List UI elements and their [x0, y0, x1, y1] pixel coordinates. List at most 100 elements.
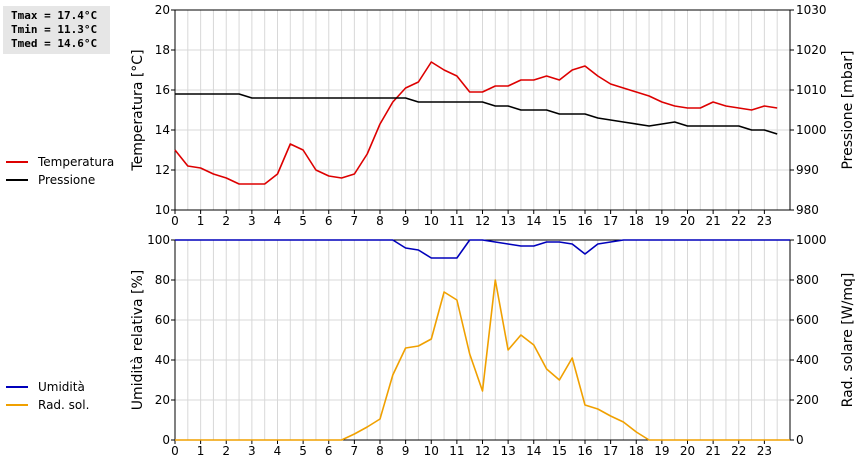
x-tick-label: 14 — [526, 214, 541, 228]
y-tick-label-left: 100 — [147, 233, 170, 247]
legend-label: Pressione — [38, 173, 96, 187]
x-tick-label: 20 — [680, 214, 695, 228]
y-tick-label-left: 12 — [155, 163, 170, 177]
y-tick-label-left: 80 — [155, 273, 170, 287]
y-tick-label-left: 16 — [155, 83, 170, 97]
y-tick-label-left: 18 — [155, 43, 170, 57]
legend-swatch — [6, 179, 28, 181]
legend-swatch — [6, 161, 28, 163]
legend-top: Temperatura Pressione — [6, 153, 114, 189]
y-tick-label-right: 990 — [796, 163, 819, 177]
y-tick-label-right: 200 — [796, 393, 819, 407]
chart-panel-1: 0 1 2 3 4 5 6 7 8 9 10 11 12 13 14 15 16 17 18 19 20 21 22 2302… — [130, 233, 856, 458]
legend-swatch — [6, 404, 28, 406]
x-tick-label: 5 — [299, 444, 307, 458]
x-tick-label: 0 — [171, 214, 179, 228]
x-tick-label: 22 — [731, 214, 746, 228]
y-tick-label-right: 800 — [796, 273, 819, 287]
x-tick-label: 7 — [351, 214, 359, 228]
y-axis-label-left: Umidità relativa [%] — [130, 270, 146, 411]
legend-label: Temperatura — [38, 155, 115, 169]
y-axis-label-right: Rad. solare [W/mq] — [840, 273, 856, 408]
x-tick-label: 11 — [449, 214, 464, 228]
x-tick-label: 16 — [577, 214, 592, 228]
x-tick-label: 1 — [197, 444, 205, 458]
x-tick-label: 23 — [757, 214, 772, 228]
x-tick-label: 20 — [680, 444, 695, 458]
x-tick-label: 4 — [274, 444, 282, 458]
legend-item-rad-sol: Rad. sol. — [6, 396, 89, 414]
legend-bottom: Umidità Rad. sol. — [6, 378, 89, 414]
y-tick-label-right: 0 — [796, 433, 804, 447]
legend-item-temperatura: Temperatura — [6, 153, 114, 171]
y-tick-label-left: 0 — [162, 433, 170, 447]
y-tick-label-left: 20 — [155, 393, 170, 407]
x-tick-label: 9 — [402, 214, 410, 228]
x-tick-label: 19 — [654, 444, 669, 458]
x-tick-label: 10 — [424, 444, 439, 458]
x-tick-label: 2 — [222, 214, 230, 228]
legend-label: Rad. sol. — [38, 398, 90, 412]
series-line-rad-sol — [175, 279, 790, 441]
legend-item-umidita: Umidità — [6, 378, 89, 396]
x-tick-label: 22 — [731, 444, 746, 458]
x-tick-label: 17 — [603, 444, 618, 458]
x-tick-label: 11 — [449, 444, 464, 458]
series-line-umidit — [175, 239, 790, 259]
y-tick-label-right: 600 — [796, 313, 819, 327]
y-tick-label-right: 400 — [796, 353, 819, 367]
chart-panel-0: 0 1 2 3 4 5 6 7 8 9 10 11 12 13 14 15 16 17 18 19 20 21 22 2310… — [130, 3, 856, 228]
y-tick-label-left: 20 — [155, 3, 170, 17]
y-tick-label-left: 14 — [155, 123, 170, 137]
x-tick-label: 16 — [577, 444, 592, 458]
x-tick-label: 15 — [552, 444, 567, 458]
y-tick-label-left: 40 — [155, 353, 170, 367]
tmax-text: Tmax = 17.4°C — [11, 9, 98, 22]
x-tick-label: 3 — [248, 444, 256, 458]
x-tick-label: 17 — [603, 214, 618, 228]
x-tick-label: 13 — [500, 214, 515, 228]
y-tick-label-left: 10 — [155, 203, 170, 217]
x-tick-label: 21 — [705, 214, 720, 228]
x-tick-label: 0 — [171, 444, 179, 458]
x-tick-label: 21 — [705, 444, 720, 458]
y-tick-label-right: 1010 — [796, 83, 827, 97]
y-tick-label-right: 1030 — [796, 3, 827, 17]
x-tick-label: 6 — [325, 214, 333, 228]
x-tick-label: 13 — [500, 444, 515, 458]
x-tick-label: 4 — [274, 214, 282, 228]
x-tick-label: 7 — [351, 444, 359, 458]
x-tick-label: 15 — [552, 214, 567, 228]
x-tick-label: 1 — [197, 214, 205, 228]
y-axis-label-left: Temperatura [°C] — [130, 49, 146, 171]
legend-label: Umidità — [38, 380, 85, 394]
x-tick-label: 12 — [475, 444, 490, 458]
x-tick-label: 18 — [629, 214, 644, 228]
y-tick-label-right: 980 — [796, 203, 819, 217]
x-tick-label: 8 — [376, 444, 384, 458]
x-tick-label: 9 — [402, 444, 410, 458]
x-tick-label: 19 — [654, 214, 669, 228]
y-tick-label-right: 1020 — [796, 43, 827, 57]
x-tick-label: 8 — [376, 214, 384, 228]
series-line-pressione — [175, 93, 778, 135]
x-tick-label: 10 — [424, 214, 439, 228]
x-tick-label: 3 — [248, 214, 256, 228]
tmed-text: Tmed = 14.6°C — [11, 37, 98, 50]
y-axis-label-right: Pressione [mbar] — [840, 50, 856, 169]
x-tick-label: 14 — [526, 444, 541, 458]
series-line-temperatura — [174, 61, 778, 185]
legend-item-pressione: Pressione — [6, 171, 114, 189]
x-tick-label: 23 — [757, 444, 772, 458]
x-tick-label: 6 — [325, 444, 333, 458]
y-tick-label-right: 1000 — [796, 123, 827, 137]
statistics-box: Tmax = 17.4°C Tmin = 11.3°C Tmed = 14.6°… — [3, 6, 110, 54]
x-tick-label: 5 — [299, 214, 307, 228]
tmin-text: Tmin = 11.3°C — [11, 23, 98, 36]
y-tick-label-right: 1000 — [796, 233, 827, 247]
legend-swatch — [6, 386, 28, 388]
x-tick-label: 12 — [475, 214, 490, 228]
x-tick-label: 2 — [222, 444, 230, 458]
x-tick-label: 18 — [629, 444, 644, 458]
